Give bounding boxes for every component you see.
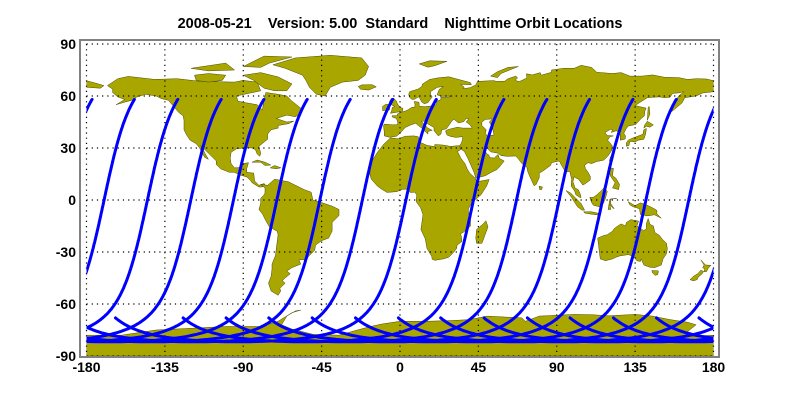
orbit-tracks <box>0 97 800 344</box>
landmass-victoria <box>194 73 227 83</box>
landmass-iceland <box>357 84 377 91</box>
x-tick-label: -90 <box>233 359 253 375</box>
landmass-tasmania <box>651 270 659 276</box>
orbit-track-segment <box>86 97 94 114</box>
landmass-cuba <box>251 159 272 166</box>
orbit-track-segment <box>86 97 309 344</box>
landmass-hispaniola <box>269 165 282 170</box>
landmass-novaya-zemlya <box>489 66 519 78</box>
x-tick-label: 0 <box>396 359 404 375</box>
x-tick-label: 135 <box>623 359 647 375</box>
orbit-track-segment <box>86 97 136 276</box>
orbit-track <box>86 97 714 344</box>
x-tick-label: 90 <box>549 359 565 375</box>
y-tick-label: -90 <box>56 348 76 364</box>
landmass-sumatra <box>565 190 586 211</box>
orbit-track <box>181 97 506 344</box>
y-tick-label: 90 <box>60 36 76 52</box>
orbit-track-segment <box>697 316 714 329</box>
orbit-track-segment <box>181 97 506 344</box>
landmass-hokkaido <box>643 120 654 129</box>
y-axis-ticks: 90 60 30 0 -30 -60 -90 <box>56 36 76 364</box>
landmass-nz-north <box>700 259 712 272</box>
y-tick-label: 60 <box>60 88 76 104</box>
x-tick-label: 180 <box>702 359 726 375</box>
landmass-north-america <box>106 76 303 188</box>
orbit-track-segment <box>482 316 714 344</box>
landmass-java <box>583 211 600 216</box>
landmass-eurasia <box>383 65 714 198</box>
landmass-svalbard <box>418 60 448 68</box>
landmass-sulawesi <box>607 198 617 210</box>
title-name: Nighttime Orbit Locations <box>444 16 623 32</box>
landmass-sakhalin <box>647 105 651 121</box>
landmass-arctic-isles <box>190 62 236 72</box>
orbit-track-segment <box>310 97 635 344</box>
orbit-track-segment <box>655 316 714 340</box>
orbit-track-segment <box>86 97 266 343</box>
chart-title: 2008-05-21 Version: 5.00 Standard Nightt… <box>0 16 800 32</box>
landmass-chukotka-west <box>86 80 105 89</box>
landmass-honshu <box>626 127 647 147</box>
x-tick-label: -180 <box>72 359 100 375</box>
orbit-track-segment <box>267 97 591 344</box>
landmasses <box>86 55 714 356</box>
landmass-australia <box>597 217 668 268</box>
landmass-nz-south <box>689 269 704 282</box>
landmass-madagascar <box>475 220 489 244</box>
orbit-track-segment <box>86 97 223 341</box>
y-tick-label: -60 <box>56 296 76 312</box>
y-tick-label: 30 <box>60 140 76 156</box>
orbit-track <box>86 97 714 344</box>
landmass-greenland <box>272 55 369 97</box>
plot-frame <box>79 39 720 358</box>
x-tick-label: -45 <box>312 359 332 375</box>
orbit-track <box>86 97 714 344</box>
landmass-baffin <box>242 72 293 92</box>
orbit-track-segment <box>743 99 800 341</box>
orbit-track-segment <box>439 266 714 344</box>
landmass-philippines <box>608 167 620 190</box>
orbit-track-segment <box>224 97 549 344</box>
orbit-track <box>86 97 714 344</box>
orbit-track-segment <box>354 97 678 344</box>
orbit-track-segment <box>396 106 714 344</box>
orbit-track-segment <box>0 99 6 341</box>
orbit-track <box>0 97 678 344</box>
x-tick-label: 45 <box>471 359 487 375</box>
title-product: Standard <box>365 16 429 32</box>
orbit-track <box>86 97 714 344</box>
orbit-track <box>267 97 591 344</box>
y-tick-label: -30 <box>56 244 76 260</box>
x-tick-label: -135 <box>151 359 179 375</box>
x-axis-ticks: -180 -135 -90 -45 0 45 90 135 180 <box>72 359 725 375</box>
landmass-sri-lanka <box>538 185 543 190</box>
orbit-track-segment <box>0 99 49 341</box>
y-tick-label: 0 <box>68 192 76 208</box>
title-date: 2008-05-21 <box>177 16 252 32</box>
orbit-track <box>86 97 714 344</box>
orbit-track-segment <box>86 97 180 330</box>
landmass-ellesmere <box>242 55 293 68</box>
title-version: Version: 5.00 <box>267 16 358 32</box>
orbit-track <box>0 97 635 344</box>
orbit-track <box>224 97 549 344</box>
